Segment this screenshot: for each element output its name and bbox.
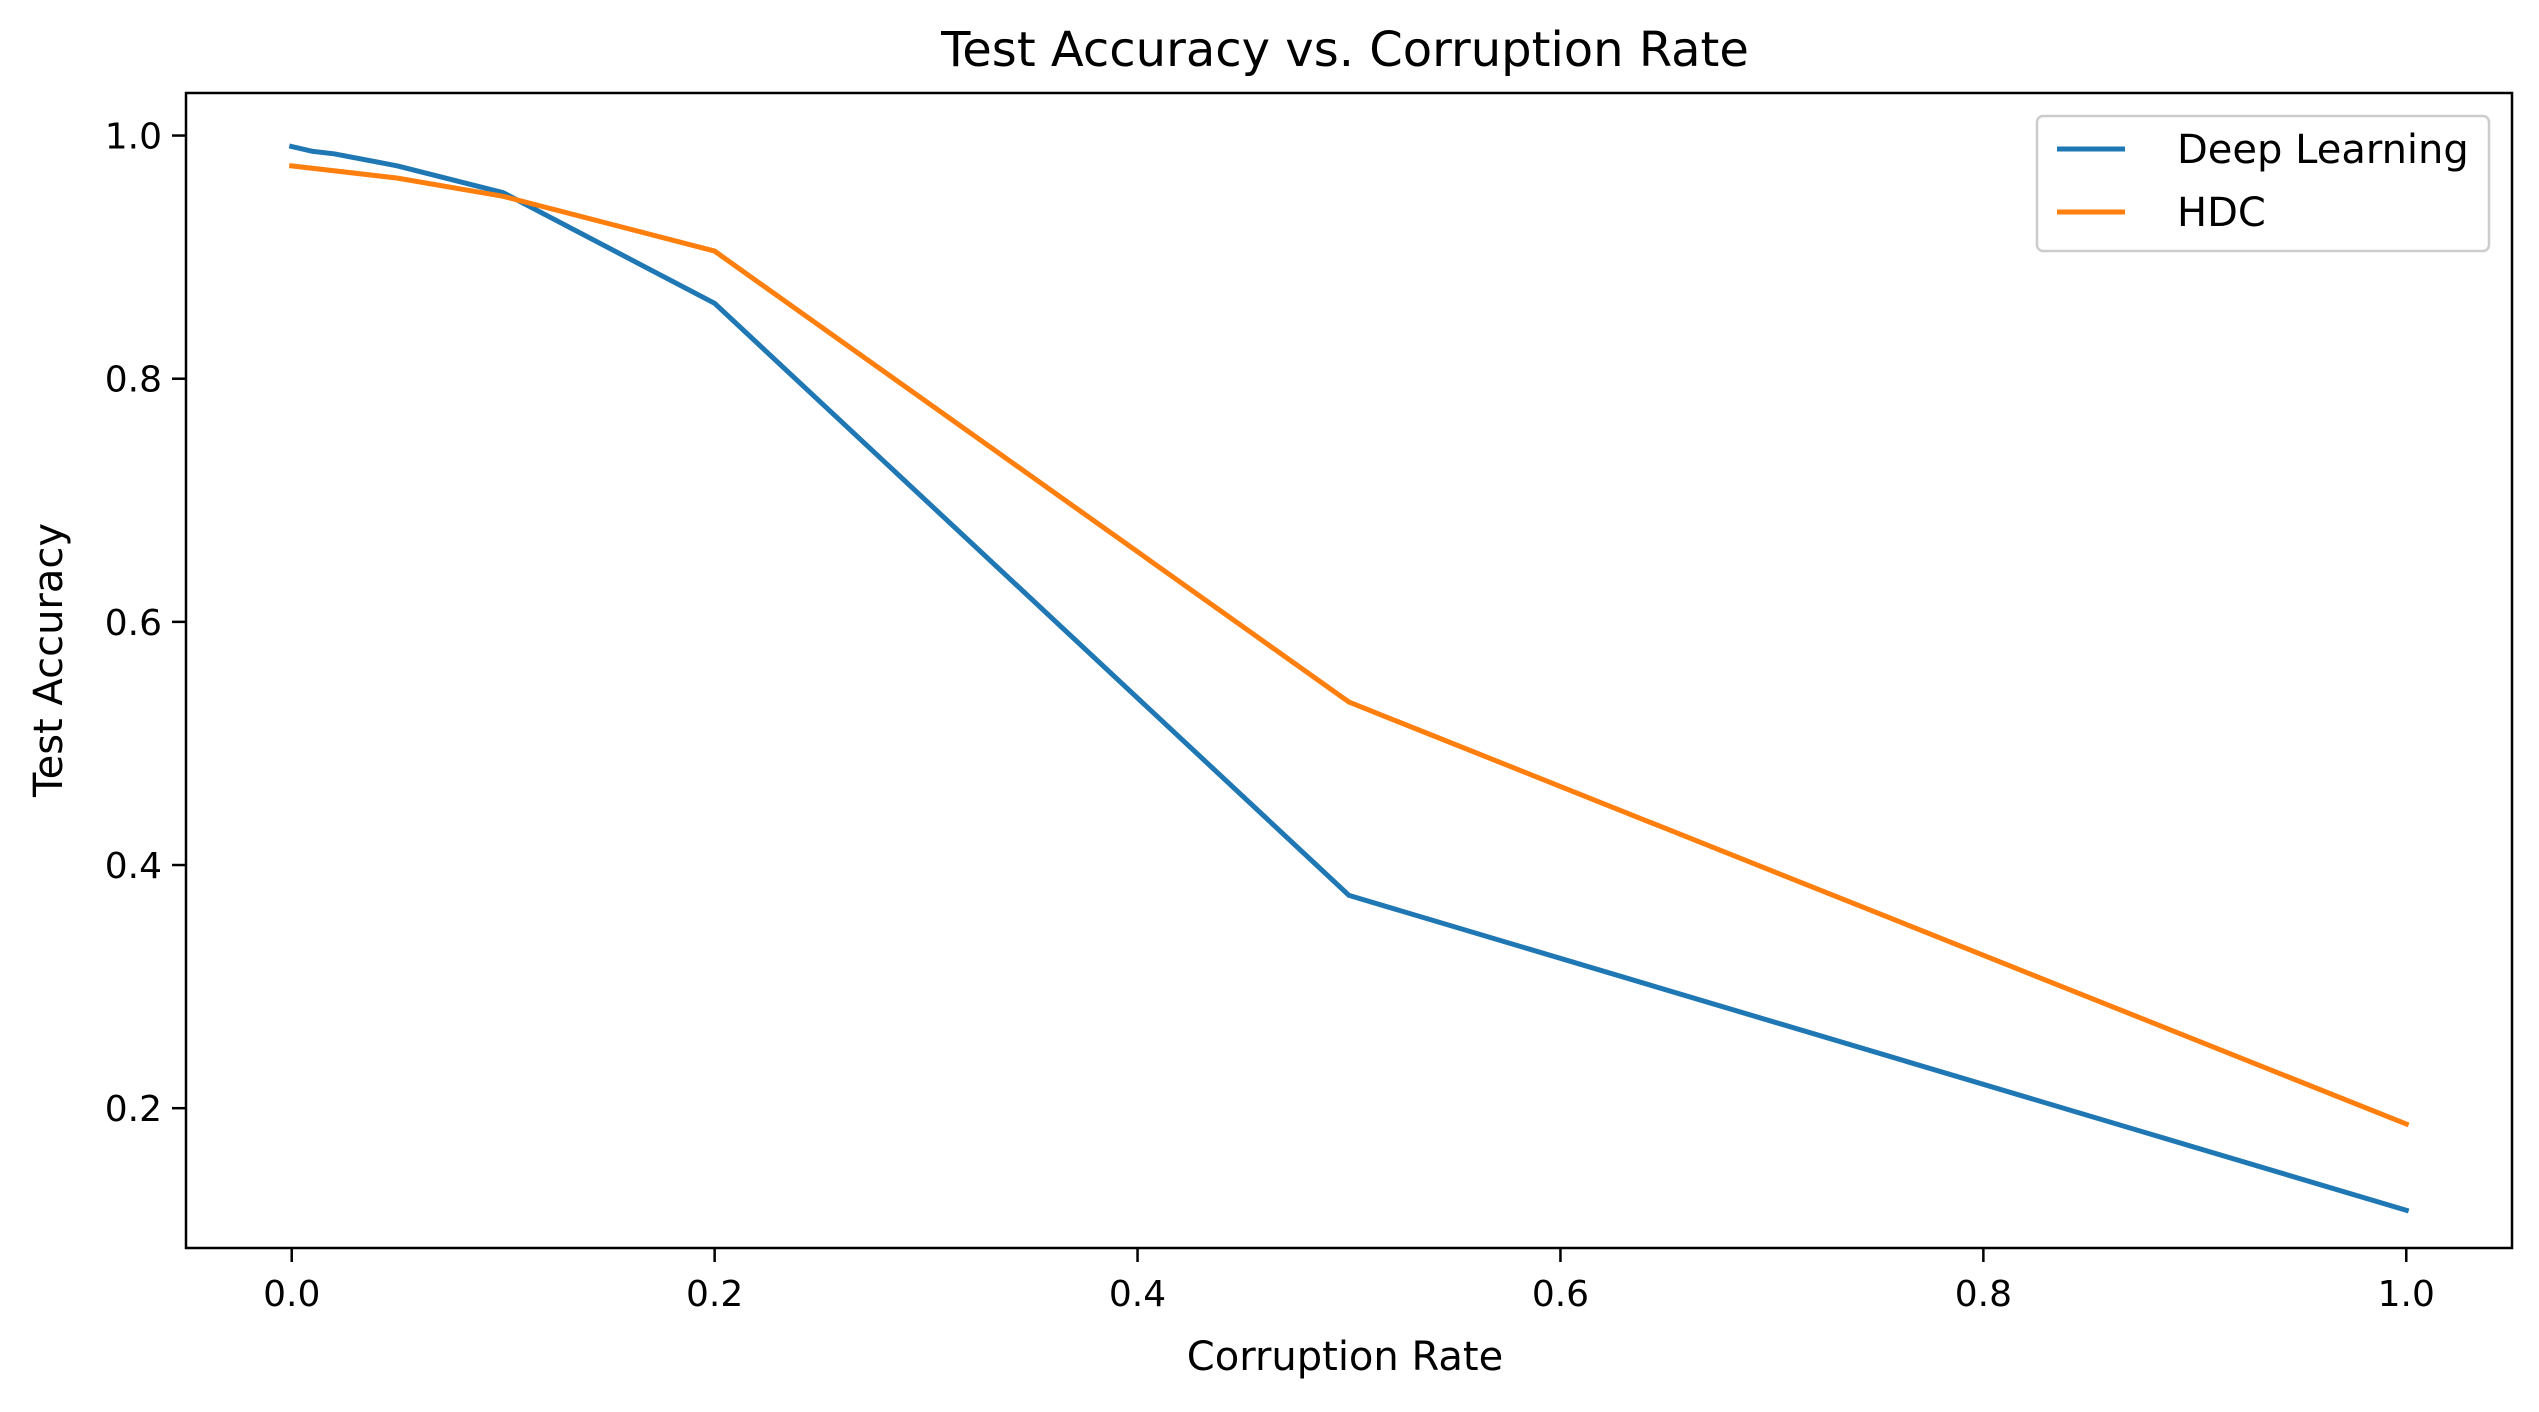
y-axis-label: Test Accuracy (26, 523, 72, 798)
series-line-deep-learning (288, 143, 2410, 1214)
x-axis: 0.0 0.2 0.4 0.6 0.8 1.0 (263, 1248, 2435, 1315)
series-layer (288, 143, 2410, 1214)
y-axis: 0.2 0.4 0.6 0.8 1.0 (105, 117, 186, 1130)
x-tick-label: 0.2 (686, 1274, 743, 1315)
series-line-hdc (288, 163, 2410, 1128)
legend-label-deep-learning: Deep Learning (2177, 127, 2469, 173)
axes-frame (184, 91, 2514, 1250)
y-tick-label: 1.0 (105, 117, 162, 158)
x-axis-label: Corruption Rate (1187, 1334, 1503, 1380)
x-tick-label: 0.0 (263, 1274, 320, 1315)
chart-title: Test Accuracy vs. Corruption Rate (940, 22, 1749, 78)
legend-label-hdc: HDC (2177, 190, 2266, 236)
x-tick-label: 0.6 (1532, 1274, 1589, 1315)
legend: Deep Learning HDC (2035, 114, 2491, 253)
x-tick-label: 1.0 (2378, 1274, 2435, 1315)
y-tick-label: 0.8 (105, 360, 162, 401)
y-tick-label: 0.2 (105, 1089, 162, 1130)
x-tick-label: 0.4 (1109, 1274, 1166, 1315)
x-tick-label: 0.8 (1955, 1274, 2012, 1315)
legend-box (2035, 114, 2491, 253)
y-tick-label: 0.4 (105, 846, 162, 887)
y-tick-label: 0.6 (105, 603, 162, 644)
